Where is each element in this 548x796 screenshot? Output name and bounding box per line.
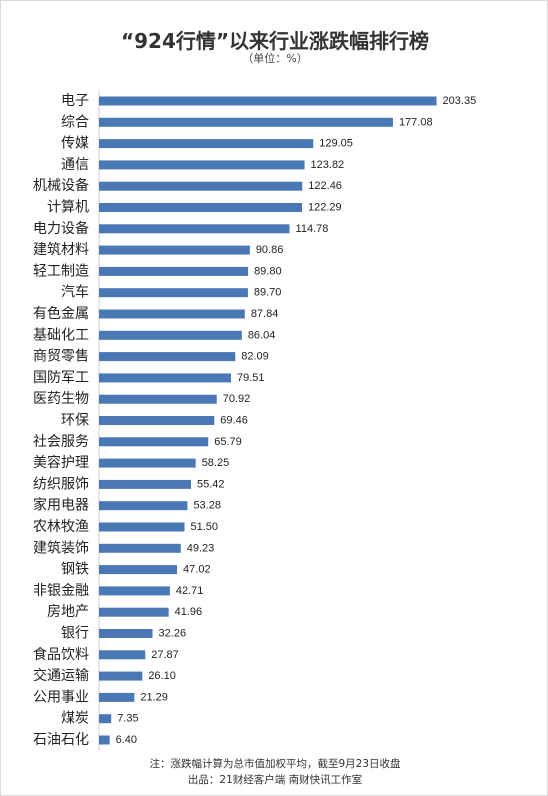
value-label: 122.46 xyxy=(308,180,342,192)
bar xyxy=(99,373,231,383)
category-label: 轻工制造 xyxy=(33,263,89,279)
value-label: 7.35 xyxy=(117,713,138,725)
value-label: 21.29 xyxy=(140,691,168,703)
category-label: 美容护理 xyxy=(33,454,89,471)
value-label: 58.25 xyxy=(202,457,230,469)
bar xyxy=(99,735,110,745)
value-label: 123.82 xyxy=(311,159,345,171)
category-label: 通信 xyxy=(61,157,89,173)
bar xyxy=(99,650,146,660)
category-label: 交通运输 xyxy=(33,667,89,684)
value-label: 129.05 xyxy=(319,138,353,150)
category-label: 家用电器 xyxy=(33,497,89,514)
value-label: 32.26 xyxy=(159,628,187,640)
value-label: 42.71 xyxy=(176,585,204,597)
category-label: 商贸零售 xyxy=(33,349,89,365)
bar xyxy=(99,139,314,149)
footnote: 注：涨跌幅计算为总市值加权平均，截至9月23日收盘 xyxy=(149,758,401,770)
value-label: 65.79 xyxy=(214,436,242,448)
bar xyxy=(99,117,393,127)
category-label: 社会服务 xyxy=(33,434,89,450)
category-label: 传媒 xyxy=(61,136,89,152)
category-label: 钢铁 xyxy=(61,562,89,578)
bar xyxy=(99,330,242,340)
source-credit: 出品：21财经客户端 南财快讯工作室 xyxy=(187,774,363,786)
category-label: 基础化工 xyxy=(33,326,89,343)
category-label: 建筑装饰 xyxy=(33,540,89,556)
bar xyxy=(99,714,112,724)
category-label: 石油石化 xyxy=(33,732,89,748)
category-label: 电子 xyxy=(61,93,89,109)
bar xyxy=(99,288,248,298)
value-label: 53.28 xyxy=(193,500,221,512)
bar xyxy=(99,224,290,234)
bar xyxy=(99,629,153,638)
value-label: 69.46 xyxy=(220,415,248,427)
value-label: 47.02 xyxy=(183,564,211,576)
category-label: 环保 xyxy=(61,413,89,429)
bar xyxy=(99,586,170,596)
category-label: 医药生物 xyxy=(33,391,89,407)
value-label: 89.70 xyxy=(254,287,282,299)
category-label: 建筑材料 xyxy=(33,242,89,258)
bar xyxy=(99,181,303,191)
bar xyxy=(99,416,215,425)
category-label: 计算机 xyxy=(47,200,89,216)
category-label: 电力设备 xyxy=(33,220,89,237)
bar xyxy=(99,437,209,447)
value-label: 86.04 xyxy=(248,329,276,341)
value-label: 41.96 xyxy=(175,606,203,618)
category-label: 公用事业 xyxy=(33,689,89,705)
category-label: 汽车 xyxy=(61,284,89,301)
category-label: 食品饮料 xyxy=(33,646,89,663)
value-label: 6.40 xyxy=(116,734,137,746)
value-label: 114.78 xyxy=(296,223,329,235)
bar xyxy=(99,394,217,404)
value-label: 51.50 xyxy=(190,521,218,533)
bar xyxy=(99,607,169,617)
value-label: 79.51 xyxy=(237,372,265,384)
value-label: 82.09 xyxy=(241,351,269,363)
category-label: 有色金属 xyxy=(33,305,89,322)
value-label: 49.23 xyxy=(187,542,215,554)
bar xyxy=(99,309,245,319)
value-label: 55.42 xyxy=(197,478,225,490)
chart-subtitle: （单位：%） xyxy=(242,52,308,65)
value-label: 87.84 xyxy=(251,308,279,320)
value-label: 26.10 xyxy=(148,670,176,682)
value-label: 203.35 xyxy=(443,95,477,107)
category-label: 机械设备 xyxy=(33,177,89,194)
value-label: 177.08 xyxy=(399,116,433,128)
category-label: 银行 xyxy=(61,626,89,642)
bar xyxy=(99,352,236,362)
bar xyxy=(99,543,181,553)
category-label: 房地产 xyxy=(47,604,89,620)
category-label: 纺织服饰 xyxy=(33,476,89,492)
chart-title: “924行情”以来行业涨跌幅排行榜 xyxy=(120,29,430,53)
bar xyxy=(99,479,191,489)
bar xyxy=(99,692,135,702)
bar xyxy=(99,266,249,276)
value-label: 70.92 xyxy=(223,393,251,405)
value-label: 90.86 xyxy=(256,244,284,256)
bar xyxy=(99,160,305,170)
bar xyxy=(99,565,178,575)
value-label: 122.29 xyxy=(308,202,342,214)
category-label: 农林牧渔 xyxy=(33,519,89,535)
bar xyxy=(99,458,196,468)
category-label: 国防军工 xyxy=(33,370,89,386)
bar xyxy=(99,522,185,532)
bar xyxy=(99,203,303,212)
bar xyxy=(99,501,188,511)
category-label: 综合 xyxy=(61,114,89,130)
bar xyxy=(99,96,437,106)
category-label: 非银金融 xyxy=(33,583,89,599)
bar xyxy=(99,671,143,681)
bar xyxy=(99,245,250,255)
value-label: 89.80 xyxy=(254,265,282,277)
category-label: 煤炭 xyxy=(61,711,89,727)
value-label: 27.87 xyxy=(151,649,179,661)
